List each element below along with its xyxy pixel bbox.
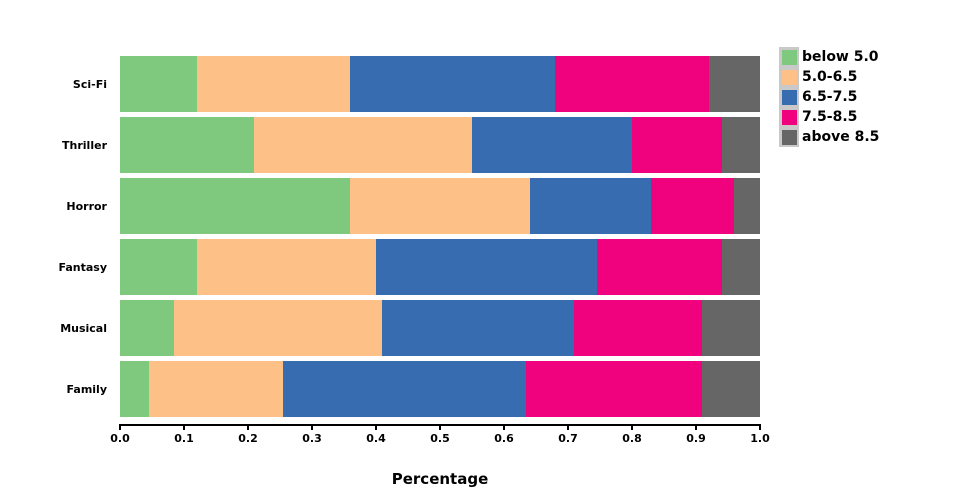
x-tick-label-0.4: 0.4 xyxy=(366,432,386,445)
bar-thriller xyxy=(120,117,760,173)
legend-item-below-5-0: below 5.0 xyxy=(779,47,954,67)
legend-key-below-5-0 xyxy=(779,47,799,67)
x-tick-label-0.7: 0.7 xyxy=(558,432,578,445)
legend-item-above-8-5: above 8.5 xyxy=(779,127,954,147)
bar-fantasy xyxy=(120,239,760,295)
bar-segment-fantasy-above-8-5 xyxy=(721,239,760,295)
x-tick-label-0.0: 0.0 xyxy=(110,432,130,445)
bar-segment-fantasy-5-0-6-5 xyxy=(196,239,376,295)
legend-item-7-5-8-5: 7.5-8.5 xyxy=(779,107,954,127)
x-tick-mark-0.9 xyxy=(695,424,697,430)
bar-segment-thriller-above-8-5 xyxy=(721,117,760,173)
legend-swatch-7-5-8-5-icon xyxy=(781,109,797,125)
x-tick-mark-0.2 xyxy=(247,424,249,430)
y-axis-label-sci-fi: Sci-Fi xyxy=(72,77,107,91)
bar-segment-horror-below-5-0 xyxy=(120,178,351,234)
bar-segment-thriller-below-5-0 xyxy=(120,117,255,173)
bar-segment-family-6-5-7-5 xyxy=(283,361,527,417)
legend-label-6-5-7-5: 6.5-7.5 xyxy=(802,89,858,105)
legend-key-above-8-5 xyxy=(779,127,799,147)
bar-segment-musical-5-0-6-5 xyxy=(174,300,383,356)
legend-key-6-5-7-5 xyxy=(779,87,799,107)
y-axis-label-fantasy: Fantasy xyxy=(58,260,107,274)
bar-segment-musical-6-5-7-5 xyxy=(382,300,575,356)
x-tick-mark-0.6 xyxy=(503,424,505,430)
bar-segment-thriller-5-0-6-5 xyxy=(254,117,472,173)
bar-segment-horror-5-0-6-5 xyxy=(350,178,530,234)
legend-swatch-above-8-5-icon xyxy=(781,129,797,145)
bar-horror xyxy=(120,178,760,234)
legend-swatch-below-5-0-icon xyxy=(781,49,797,65)
x-tick-label-0.2: 0.2 xyxy=(238,432,258,445)
bar-segment-family-below-5-0 xyxy=(120,361,149,417)
x-axis-title: Percentage xyxy=(391,470,489,488)
legend-key-7-5-8-5 xyxy=(779,107,799,127)
bar-segment-sci-fi-below-5-0 xyxy=(120,56,197,112)
legend-item-6-5-7-5: 6.5-7.5 xyxy=(779,87,954,107)
bar-segment-musical-above-8-5 xyxy=(702,300,760,356)
legend-swatch-5-0-6-5-icon xyxy=(781,69,797,85)
legend-label-5-0-6-5: 5.0-6.5 xyxy=(802,69,858,85)
bar-segment-thriller-7-5-8-5 xyxy=(632,117,722,173)
x-tick-label-0.8: 0.8 xyxy=(622,432,642,445)
y-axis-label-musical: Musical xyxy=(60,321,107,335)
x-tick-label-0.1: 0.1 xyxy=(174,432,194,445)
bar-segment-family-5-0-6-5 xyxy=(148,361,284,417)
legend-swatch-6-5-7-5-icon xyxy=(781,89,797,105)
bar-segment-sci-fi-5-0-6-5 xyxy=(196,56,351,112)
bar-segment-horror-7-5-8-5 xyxy=(651,178,735,234)
bar-sci-fi xyxy=(120,56,760,112)
y-axis-label-thriller: Thriller xyxy=(62,138,107,152)
x-tick-mark-0.3 xyxy=(311,424,313,430)
bar-musical xyxy=(120,300,760,356)
x-tick-mark-0.8 xyxy=(631,424,633,430)
bar-segment-sci-fi-above-8-5 xyxy=(708,56,760,112)
bar-segment-sci-fi-6-5-7-5 xyxy=(350,56,556,112)
legend-item-5-0-6-5: 5.0-6.5 xyxy=(779,67,954,87)
legend-key-5-0-6-5 xyxy=(779,67,799,87)
y-axis-label-family: Family xyxy=(66,382,107,396)
x-tick-label-0.3: 0.3 xyxy=(302,432,322,445)
bar-segment-family-above-8-5 xyxy=(702,361,760,417)
x-tick-mark-1.0 xyxy=(759,424,761,430)
x-tick-mark-0.0 xyxy=(119,424,121,430)
legend-label-7-5-8-5: 7.5-8.5 xyxy=(802,109,858,125)
bar-segment-fantasy-below-5-0 xyxy=(120,239,197,295)
x-tick-label-0.9: 0.9 xyxy=(686,432,706,445)
bar-segment-thriller-6-5-7-5 xyxy=(472,117,632,173)
legend-label-above-8-5: above 8.5 xyxy=(802,129,880,145)
x-tick-label-0.5: 0.5 xyxy=(430,432,450,445)
x-tick-mark-0.5 xyxy=(439,424,441,430)
x-tick-mark-0.7 xyxy=(567,424,569,430)
x-tick-mark-0.1 xyxy=(183,424,185,430)
bar-segment-sci-fi-7-5-8-5 xyxy=(555,56,709,112)
y-axis-label-horror: Horror xyxy=(66,199,107,213)
bar-segment-musical-7-5-8-5 xyxy=(574,300,703,356)
bar-segment-family-7-5-8-5 xyxy=(526,361,703,417)
bar-segment-fantasy-6-5-7-5 xyxy=(376,239,597,295)
bar-segment-musical-below-5-0 xyxy=(120,300,175,356)
x-tick-label-1.0: 1.0 xyxy=(750,432,770,445)
x-tick-label-0.6: 0.6 xyxy=(494,432,514,445)
bar-segment-horror-6-5-7-5 xyxy=(529,178,652,234)
x-tick-mark-0.4 xyxy=(375,424,377,430)
bar-family xyxy=(120,361,760,417)
bar-segment-horror-above-8-5 xyxy=(734,178,760,234)
bar-segment-fantasy-7-5-8-5 xyxy=(596,239,722,295)
legend-label-below-5-0: below 5.0 xyxy=(802,49,879,65)
